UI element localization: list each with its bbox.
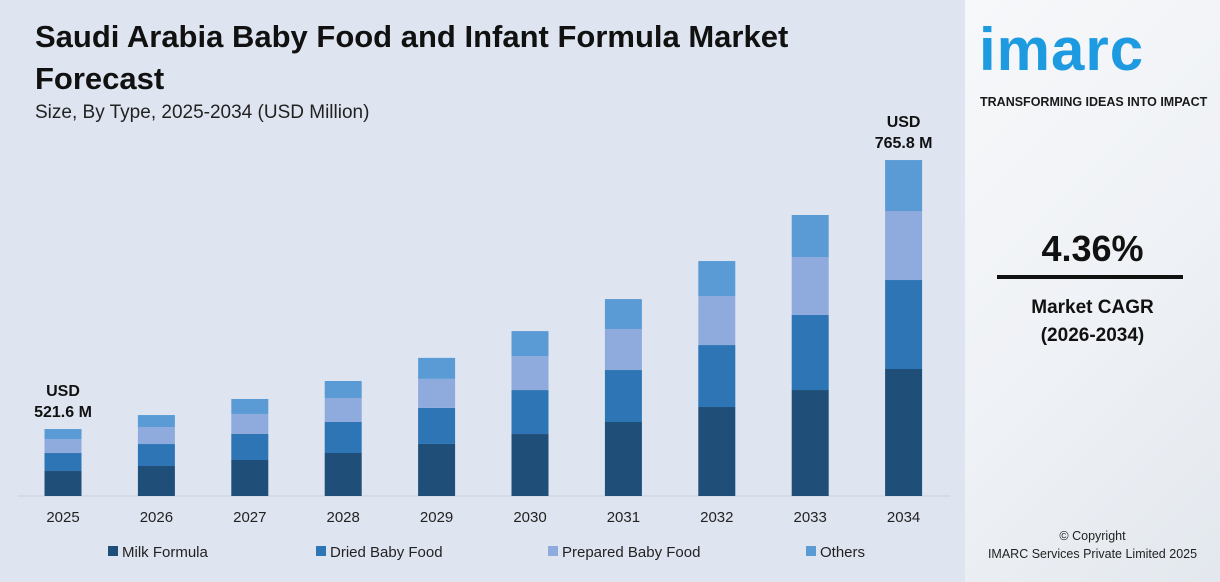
total-annotation-currency: USD: [887, 114, 921, 131]
legend-swatch: [316, 546, 326, 556]
bar-segment-dried-baby-food-2031: [604, 370, 642, 423]
bar-segment-others-2029: [418, 357, 456, 379]
bar-segment-prepared-baby-food-2034: [885, 211, 923, 281]
bar-segment-others-2028: [324, 381, 362, 398]
x-tick-label: 2030: [513, 509, 546, 526]
legend-swatch: [806, 546, 816, 556]
cagr-label: Market CAGR (2026-2034): [965, 294, 1220, 350]
bar-segment-dried-baby-food-2033: [791, 315, 829, 391]
copyright-line2: IMARC Services Private Limited 2025: [987, 547, 1198, 561]
cagr-label-line1: Market CAGR: [1031, 297, 1154, 318]
bar-segment-prepared-baby-food-2031: [604, 329, 642, 371]
total-annotation-value: 765.8 M: [875, 135, 933, 152]
copyright-line1: © Copyright: [1059, 529, 1126, 543]
bar-segment-milk-formula-2029: [418, 443, 456, 496]
legend-swatch: [548, 546, 558, 556]
bar-segment-others-2027: [231, 398, 269, 414]
bar-segment-dried-baby-food-2030: [511, 390, 549, 435]
bar-segment-dried-baby-food-2029: [418, 407, 456, 444]
x-tick-label: 2029: [420, 509, 453, 526]
bar-segment-dried-baby-food-2028: [324, 422, 362, 454]
legend-label: Dried Baby Food: [330, 544, 443, 561]
brand-panel: imarc TRANSFORMING IDEAS INTO IMPACT 4.3…: [965, 0, 1220, 582]
x-tick-label: 2025: [46, 509, 79, 526]
bar-segment-prepared-baby-food-2029: [418, 378, 456, 408]
bar-segment-others-2030: [511, 331, 549, 357]
cagr-divider: [997, 275, 1183, 279]
total-annotation-value: 521.6 M: [34, 404, 92, 421]
bar-segment-milk-formula-2027: [231, 459, 269, 496]
bar-segment-prepared-baby-food-2026: [137, 427, 175, 445]
cagr-label-period: (2026-2034): [1040, 325, 1145, 346]
bar-segment-others-2032: [698, 261, 736, 297]
bar-segment-prepared-baby-food-2030: [511, 356, 549, 391]
x-tick-label: 2028: [327, 509, 360, 526]
bar-segment-others-2025: [44, 429, 82, 440]
bar-segment-dried-baby-food-2034: [885, 280, 923, 369]
copyright: © Copyright IMARC Services Private Limit…: [965, 527, 1220, 563]
chart-title: Saudi Arabia Baby Food and Infant Formul…: [35, 19, 789, 96]
bar-segment-milk-formula-2031: [604, 422, 642, 496]
total-annotation-currency: USD: [46, 383, 80, 400]
cagr-value: 4.36%: [1041, 228, 1144, 269]
bar-segment-others-2034: [885, 160, 923, 212]
bar-segment-dried-baby-food-2032: [698, 345, 736, 408]
x-tick-label: 2032: [700, 509, 733, 526]
x-tick-label: 2031: [607, 509, 640, 526]
bar-segment-prepared-baby-food-2025: [44, 439, 82, 454]
bar-segment-others-2031: [604, 299, 642, 330]
bar-segment-prepared-baby-food-2028: [324, 397, 362, 423]
brand-tagline: TRANSFORMING IDEAS INTO IMPACT: [980, 95, 1208, 109]
bar-segment-milk-formula-2025: [44, 471, 82, 496]
bar-segment-prepared-baby-food-2033: [791, 257, 829, 316]
x-tick-label: 2034: [887, 509, 920, 526]
bar-segment-milk-formula-2033: [791, 390, 829, 496]
bar-segment-milk-formula-2032: [698, 407, 736, 496]
bar-segment-others-2026: [137, 415, 175, 428]
bar-segment-prepared-baby-food-2032: [698, 296, 736, 346]
x-tick-label: 2033: [794, 509, 827, 526]
bar-segment-milk-formula-2028: [324, 453, 362, 496]
imarc-logo: imarc: [979, 16, 1145, 83]
bar-segment-others-2033: [791, 215, 829, 258]
x-tick-label: 2027: [233, 509, 266, 526]
legend-label: Others: [820, 544, 865, 561]
legend-label: Milk Formula: [122, 544, 208, 561]
bar-segment-milk-formula-2034: [885, 368, 923, 496]
bar-segment-prepared-baby-food-2027: [231, 413, 269, 434]
bar-segment-dried-baby-food-2026: [137, 444, 175, 467]
bar-segment-milk-formula-2030: [511, 434, 549, 496]
stacked-bar-chart: 2025 2026 2027 2028 2029 2030 2031 2032 2033 2034…: [18, 114, 950, 561]
x-tick-label: 2026: [140, 509, 173, 526]
bar-segment-dried-baby-food-2027: [231, 433, 269, 460]
legend-swatch: [108, 546, 118, 556]
legend-label: Prepared Baby Food: [562, 544, 700, 561]
bar-segment-milk-formula-2026: [137, 466, 175, 496]
chart-subtitle: Size, By Type, 2025-2034 (USD Million): [35, 102, 370, 123]
bar-segment-dried-baby-food-2025: [44, 453, 82, 472]
